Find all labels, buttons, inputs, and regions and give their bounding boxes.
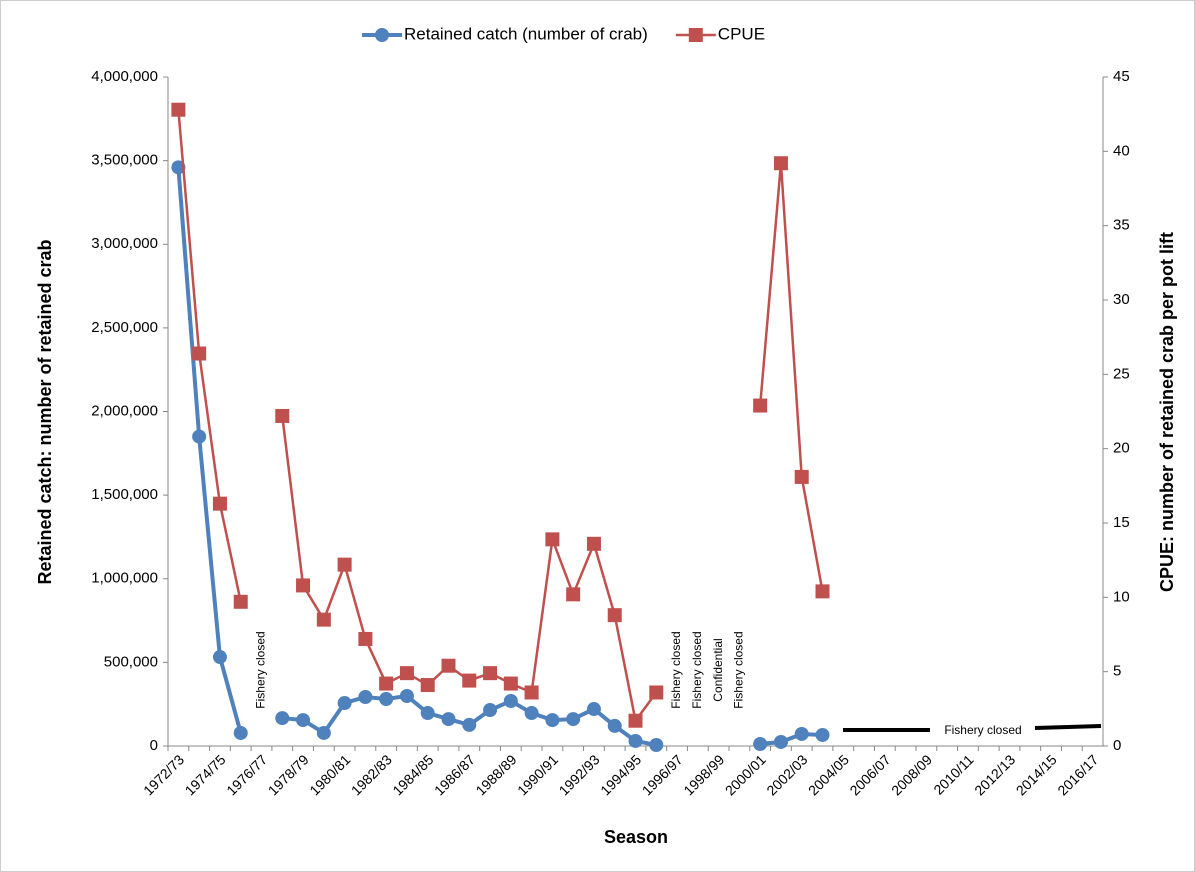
y2-tick-label: 0 [1113, 737, 1121, 754]
y-tick-label: 3,500,000 [91, 152, 158, 169]
marker [399, 688, 414, 703]
legend-marker [375, 28, 389, 42]
marker [483, 703, 498, 718]
marker [773, 156, 788, 171]
marker [524, 706, 539, 721]
marker [192, 429, 207, 444]
marker [649, 737, 664, 752]
marker [503, 694, 518, 709]
marker [420, 706, 435, 721]
marker [773, 734, 788, 749]
y-tick-label: 3,000,000 [91, 235, 158, 252]
y-tick-label: 2,500,000 [91, 319, 158, 336]
marker [815, 584, 830, 599]
marker [753, 398, 768, 413]
marker [794, 726, 809, 741]
marker [462, 717, 477, 732]
marker [441, 658, 456, 673]
y2-tick-label: 45 [1113, 68, 1130, 85]
y2-tick-label: 25 [1113, 365, 1130, 382]
marker [462, 673, 477, 688]
y-tick-label: 0 [150, 737, 158, 754]
y2-tick-label: 20 [1113, 440, 1130, 457]
legend-label: CPUE [718, 24, 765, 43]
marker [358, 689, 373, 704]
marker [628, 713, 643, 728]
marker [420, 678, 435, 693]
x-axis-title: Season [604, 827, 668, 847]
marker [233, 594, 248, 609]
marker [566, 587, 581, 602]
y-tick-label: 1,500,000 [91, 486, 158, 503]
y-axis-title: Retained catch: number of retained crab [35, 239, 55, 584]
y2-tick-label: 5 [1113, 663, 1121, 680]
marker [545, 713, 560, 728]
y2-tick-label: 35 [1113, 217, 1130, 234]
marker [316, 725, 331, 740]
marker [296, 713, 311, 728]
y-tick-label: 500,000 [104, 653, 158, 670]
marker [379, 676, 394, 691]
y-tick-label: 4,000,000 [91, 68, 158, 85]
annotation: Fishery closed [732, 631, 746, 708]
marker [358, 631, 373, 646]
marker [794, 469, 809, 484]
marker [524, 685, 539, 700]
y2-axis-title: CPUE: number of retained crab per pot li… [1157, 232, 1177, 592]
y-tick-label: 1,000,000 [91, 570, 158, 587]
marker [566, 712, 581, 727]
annotation: Fishery closed [944, 723, 1021, 737]
marker [337, 696, 352, 711]
marker [545, 532, 560, 547]
marker [296, 578, 311, 593]
marker [586, 536, 601, 551]
marker [316, 612, 331, 627]
marker [628, 733, 643, 748]
marker [607, 608, 622, 623]
legend-marker [688, 28, 703, 42]
marker [337, 557, 352, 572]
marker [753, 736, 768, 751]
marker [607, 718, 622, 733]
y2-tick-label: 15 [1113, 514, 1130, 531]
annotation: Confidential [711, 638, 725, 701]
marker [171, 102, 186, 117]
marker [815, 727, 830, 742]
legend-label: Retained catch (number of crab) [404, 24, 648, 43]
y2-tick-label: 10 [1113, 588, 1130, 605]
closed-bar [1034, 724, 1102, 730]
y-tick-label: 2,000,000 [91, 402, 158, 419]
marker [212, 650, 227, 665]
marker [212, 496, 227, 511]
marker [275, 711, 290, 726]
marker [441, 712, 456, 727]
y2-tick-label: 40 [1113, 142, 1130, 159]
annotation: Fishery closed [690, 631, 704, 708]
y2-tick-label: 30 [1113, 291, 1130, 308]
marker [503, 676, 518, 691]
marker [233, 725, 248, 740]
marker [399, 666, 414, 681]
marker [649, 685, 664, 700]
marker [275, 408, 290, 423]
marker [586, 702, 601, 717]
annotation: Fishery closed [254, 631, 268, 708]
marker [379, 692, 394, 707]
marker [483, 666, 498, 681]
marker [192, 346, 207, 361]
annotation: Fishery closed [669, 631, 683, 708]
